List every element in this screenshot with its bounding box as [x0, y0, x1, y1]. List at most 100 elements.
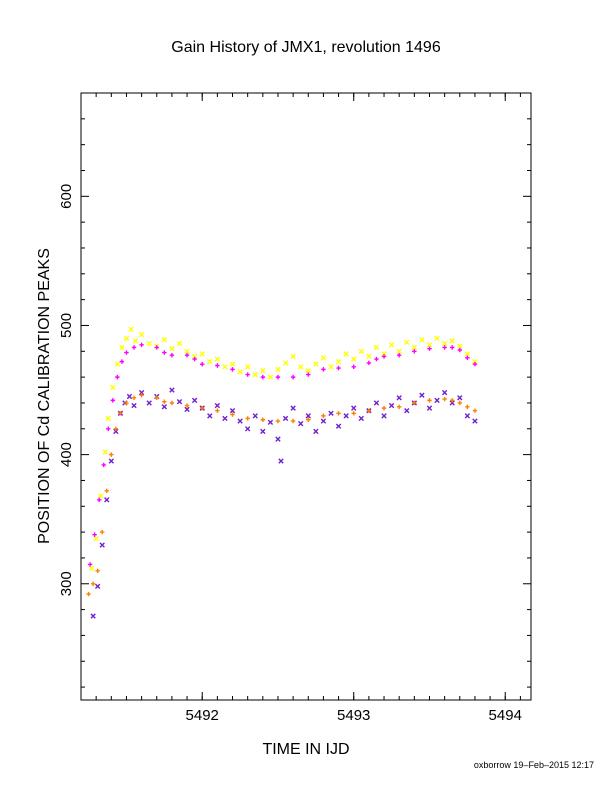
- data-point: [328, 364, 334, 370]
- data-point: [320, 355, 327, 361]
- data-point: [108, 458, 114, 464]
- y-axis-label: POSITION OF Cd CALIBRATION PEAKS: [36, 248, 53, 544]
- data-point: [434, 397, 440, 404]
- data-point: [449, 338, 455, 344]
- data-point: [472, 418, 478, 424]
- data-point: [426, 342, 433, 348]
- data-point: [411, 344, 418, 351]
- data-point: [114, 361, 121, 367]
- data-point: [245, 416, 250, 421]
- data-point: [381, 405, 387, 411]
- data-point: [102, 449, 108, 455]
- data-point: [146, 340, 152, 347]
- data-point: [336, 411, 341, 416]
- data-point: [305, 413, 311, 419]
- data-point: [275, 374, 281, 380]
- data-point: [214, 356, 221, 362]
- data-point: [404, 339, 410, 345]
- data-point: [472, 408, 478, 413]
- data-point: [207, 413, 213, 419]
- series-3: [86, 393, 478, 597]
- data-point: [335, 358, 342, 365]
- data-point: [200, 362, 205, 367]
- data-point: [101, 462, 106, 468]
- data-point: [222, 415, 228, 422]
- data-marks: [86, 326, 478, 619]
- data-point: [162, 399, 167, 404]
- y-tick-label: 600: [58, 184, 75, 209]
- data-point: [450, 345, 455, 350]
- data-point: [442, 396, 447, 402]
- data-point: [110, 398, 116, 403]
- data-point: [321, 367, 326, 372]
- data-point: [161, 336, 168, 343]
- data-point: [306, 417, 311, 422]
- data-point: [381, 351, 387, 357]
- data-point: [191, 353, 198, 360]
- data-point: [412, 400, 417, 406]
- data-point: [298, 420, 304, 427]
- data-point: [113, 426, 119, 431]
- data-point: [457, 347, 462, 353]
- data-point: [131, 395, 137, 400]
- data-point: [169, 352, 175, 358]
- data-point: [252, 371, 258, 378]
- data-point: [230, 412, 235, 417]
- data-point: [105, 415, 111, 422]
- data-point: [366, 360, 372, 366]
- data-point: [442, 345, 447, 350]
- data-point: [169, 387, 175, 393]
- data-point: [86, 591, 91, 597]
- data-point: [278, 458, 284, 464]
- data-point: [396, 395, 402, 401]
- data-point: [214, 402, 221, 409]
- data-point: [230, 367, 235, 372]
- data-point: [229, 361, 236, 367]
- data-point: [244, 364, 251, 370]
- footer-stamp: oxborrow 19–Feb–2015 12:17: [473, 760, 594, 770]
- data-point: [290, 374, 296, 380]
- data-point: [381, 413, 387, 419]
- data-point: [457, 343, 463, 349]
- series-0: [88, 326, 478, 571]
- data-point: [162, 350, 167, 355]
- data-point: [138, 389, 145, 396]
- data-point: [131, 345, 137, 350]
- data-point: [351, 411, 356, 416]
- data-point: [128, 326, 134, 333]
- data-point: [320, 418, 327, 424]
- data-point: [184, 352, 190, 358]
- data-point: [93, 535, 99, 542]
- data-point: [388, 402, 395, 409]
- data-point: [161, 404, 168, 410]
- data-point: [275, 366, 281, 373]
- data-point: [267, 419, 274, 426]
- data-point: [351, 405, 357, 411]
- data-point: [305, 367, 311, 374]
- data-point: [96, 497, 102, 503]
- data-point: [109, 452, 114, 457]
- data-point: [449, 400, 455, 406]
- data-point: [176, 340, 183, 347]
- data-point: [95, 568, 100, 574]
- data-point: [465, 404, 470, 410]
- data-point: [200, 405, 205, 411]
- data-point: [343, 351, 349, 357]
- data-point: [222, 364, 228, 370]
- data-point: [99, 542, 105, 548]
- data-point: [88, 565, 95, 571]
- data-point: [237, 418, 243, 424]
- data-point: [106, 426, 111, 431]
- data-point: [126, 393, 133, 400]
- data-point: [138, 331, 145, 338]
- data-point: [298, 364, 304, 370]
- data-point: [104, 497, 110, 503]
- data-point: [290, 418, 296, 424]
- data-point: [184, 348, 190, 354]
- data-point: [374, 356, 379, 362]
- data-point: [427, 398, 432, 403]
- data-point: [457, 400, 462, 406]
- data-point: [124, 350, 129, 355]
- data-point: [282, 360, 289, 366]
- data-point: [306, 372, 311, 377]
